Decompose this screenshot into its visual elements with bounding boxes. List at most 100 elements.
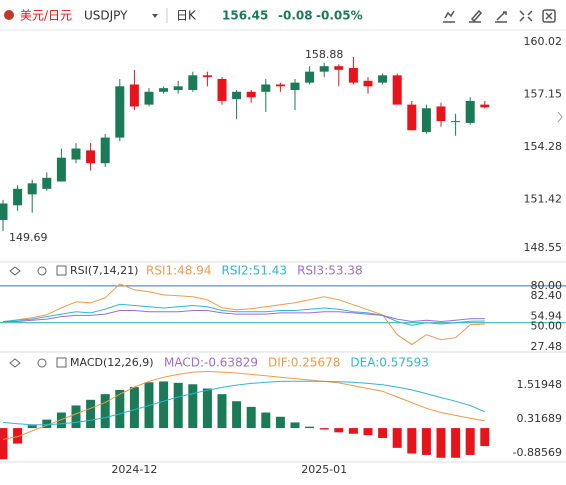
candle-body [42, 177, 52, 189]
candle-body [56, 157, 66, 182]
dropdown-arrow[interactable] [152, 14, 158, 18]
candle-body [378, 75, 388, 83]
histogram-bar [115, 389, 125, 429]
candle-body [13, 188, 23, 206]
candle-body [290, 82, 300, 90]
y-tick-label: 154.28 [524, 140, 563, 153]
y-tick-label: 160.02 [524, 35, 563, 48]
histogram-bar [348, 428, 358, 434]
close-mark[interactable] [545, 12, 553, 20]
candle-body [275, 84, 285, 87]
y-tick-label: -0.88569 [513, 446, 562, 459]
edit-icon[interactable] [495, 11, 507, 23]
y-tick-label: 82.40 [531, 289, 563, 302]
change-pct: -0.05% [316, 9, 363, 23]
indicator-icon[interactable] [443, 10, 455, 23]
change: -0.08 [278, 9, 313, 23]
candle-body [334, 66, 344, 70]
legend-entry: MACD:-0.63829 [164, 356, 258, 370]
checkbox[interactable] [56, 357, 67, 368]
series-line [2, 380, 485, 426]
histogram-bar [56, 412, 66, 429]
price: 156.45 [222, 9, 268, 23]
histogram-bar [129, 387, 139, 429]
histogram-bar [71, 405, 81, 429]
candle-body [480, 104, 490, 108]
pair-name[interactable]: 美元/日元 [20, 9, 72, 23]
y-tick-label: 157.15 [524, 88, 563, 101]
histogram-bar [100, 394, 110, 429]
candle-body [129, 84, 139, 107]
candle-body [27, 183, 37, 195]
histogram-bar [392, 428, 402, 448]
annotation: 149.69 [9, 231, 48, 244]
candle-body [232, 91, 242, 100]
candle-body [451, 121, 461, 123]
candle-body [86, 150, 96, 164]
symbol[interactable]: USDJPY [84, 9, 128, 23]
histogram-bar [188, 384, 198, 429]
candle-body [246, 91, 256, 98]
candle-body [363, 80, 373, 87]
histogram-bar [290, 422, 300, 429]
legend-entry: DIF:0.25678 [268, 356, 340, 370]
series-line [2, 303, 485, 326]
candle-body [100, 137, 110, 164]
candle-body [392, 75, 402, 105]
gear-icon[interactable] [37, 358, 47, 368]
y-tick-label: 50.00 [531, 320, 563, 333]
candle-body [407, 104, 417, 131]
y-tick-label: 80.00 [531, 279, 563, 292]
eye-icon[interactable] [9, 266, 21, 276]
histogram-bar [334, 428, 344, 433]
annotation: 158.88 [305, 48, 344, 61]
histogram-bar [42, 419, 52, 429]
toolbar: 美元/日元 USDJPY 日K 156.45 -0.08 -0.05% [4, 8, 556, 23]
candle-body [0, 203, 8, 220]
x-tick-label: 2025-01 [301, 463, 347, 476]
x-tick-label: 2024-12 [111, 463, 157, 476]
candle-body [144, 91, 154, 105]
y-tick-label: 148.55 [524, 241, 563, 254]
histogram-bar [202, 388, 212, 429]
panel-title: MACD(12,26,9) [70, 356, 154, 369]
candle-body [217, 78, 227, 101]
scroll-arrow[interactable] [557, 111, 563, 123]
histogram-bar [86, 399, 96, 429]
y-tick-label: 151.42 [524, 192, 563, 205]
histogram-bar [232, 401, 242, 429]
flag-icon [4, 10, 14, 20]
histogram-bar [378, 428, 388, 438]
legend-entry: RSI1:48.94 [146, 264, 212, 278]
histogram-bar [436, 428, 446, 458]
histogram-bar [319, 428, 329, 430]
compare-icon[interactable] [519, 10, 533, 22]
candle-body [421, 108, 431, 133]
y-tick-label: 54.94 [531, 310, 563, 323]
settings-icon[interactable] [542, 9, 556, 23]
histogram-bar [13, 428, 23, 444]
candle-body [319, 66, 329, 72]
histogram-bar [465, 428, 475, 455]
histogram-bar [480, 428, 490, 447]
candle-body [71, 148, 81, 160]
candle-body [188, 75, 198, 90]
checkbox[interactable] [56, 265, 67, 276]
histogram-bar [421, 428, 431, 455]
histogram-bar [363, 428, 373, 436]
histogram-bar [27, 425, 37, 429]
candle-body [348, 67, 358, 83]
y-tick-label: 1.51948 [517, 378, 563, 391]
draw-icon[interactable] [469, 9, 483, 23]
legend-entry: DEA:0.57593 [350, 356, 429, 370]
y-tick-label: 0.31689 [517, 412, 563, 425]
legend-entry: RSI3:53.38 [297, 264, 363, 278]
gear-icon[interactable] [37, 266, 47, 276]
histogram-bar [305, 426, 315, 429]
eye-icon[interactable] [9, 358, 21, 368]
period[interactable]: 日K [176, 9, 197, 23]
candle-body [305, 71, 315, 83]
candle-body [173, 86, 183, 90]
